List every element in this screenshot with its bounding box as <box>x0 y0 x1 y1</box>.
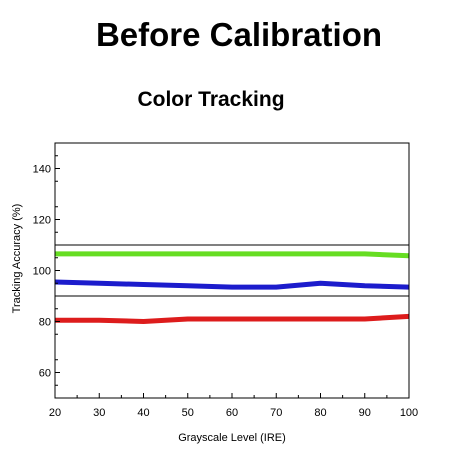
y-axis-label: Tracking Accuracy (%) <box>11 204 23 314</box>
y-tick-label: 120 <box>33 215 51 227</box>
x-tick-label: 90 <box>359 407 371 419</box>
x-tick-label: 100 <box>400 407 418 419</box>
x-axis: 20 30 40 50 60 70 80 90 100 <box>49 393 418 419</box>
y-axis: 60 80 100 120 140 <box>33 155 60 386</box>
y-tick-label: 60 <box>39 368 51 380</box>
y-tick-label: 100 <box>33 266 51 278</box>
series-line-1 <box>55 251 410 259</box>
x-tick-label: 40 <box>137 407 149 419</box>
reference-lines <box>55 244 409 297</box>
y-tick-label: 80 <box>39 317 51 329</box>
x-tick-label: 30 <box>93 407 105 419</box>
series-layer <box>54 251 410 324</box>
x-tick-label: 50 <box>182 407 194 419</box>
chart-subtitle: Color Tracking <box>137 88 285 111</box>
x-tick-label: 60 <box>226 407 238 419</box>
x-tick-label: 20 <box>49 407 61 419</box>
series-line-2 <box>54 279 410 290</box>
plot-frame <box>54 142 410 399</box>
series-line-3 <box>55 313 410 324</box>
y-tick-label: 140 <box>33 164 51 176</box>
page-title: Before Calibration <box>95 16 383 53</box>
x-tick-label: 80 <box>314 407 326 419</box>
x-tick-label: 70 <box>270 407 282 419</box>
x-axis-label: Grayscale Level (IRE) <box>178 432 286 444</box>
